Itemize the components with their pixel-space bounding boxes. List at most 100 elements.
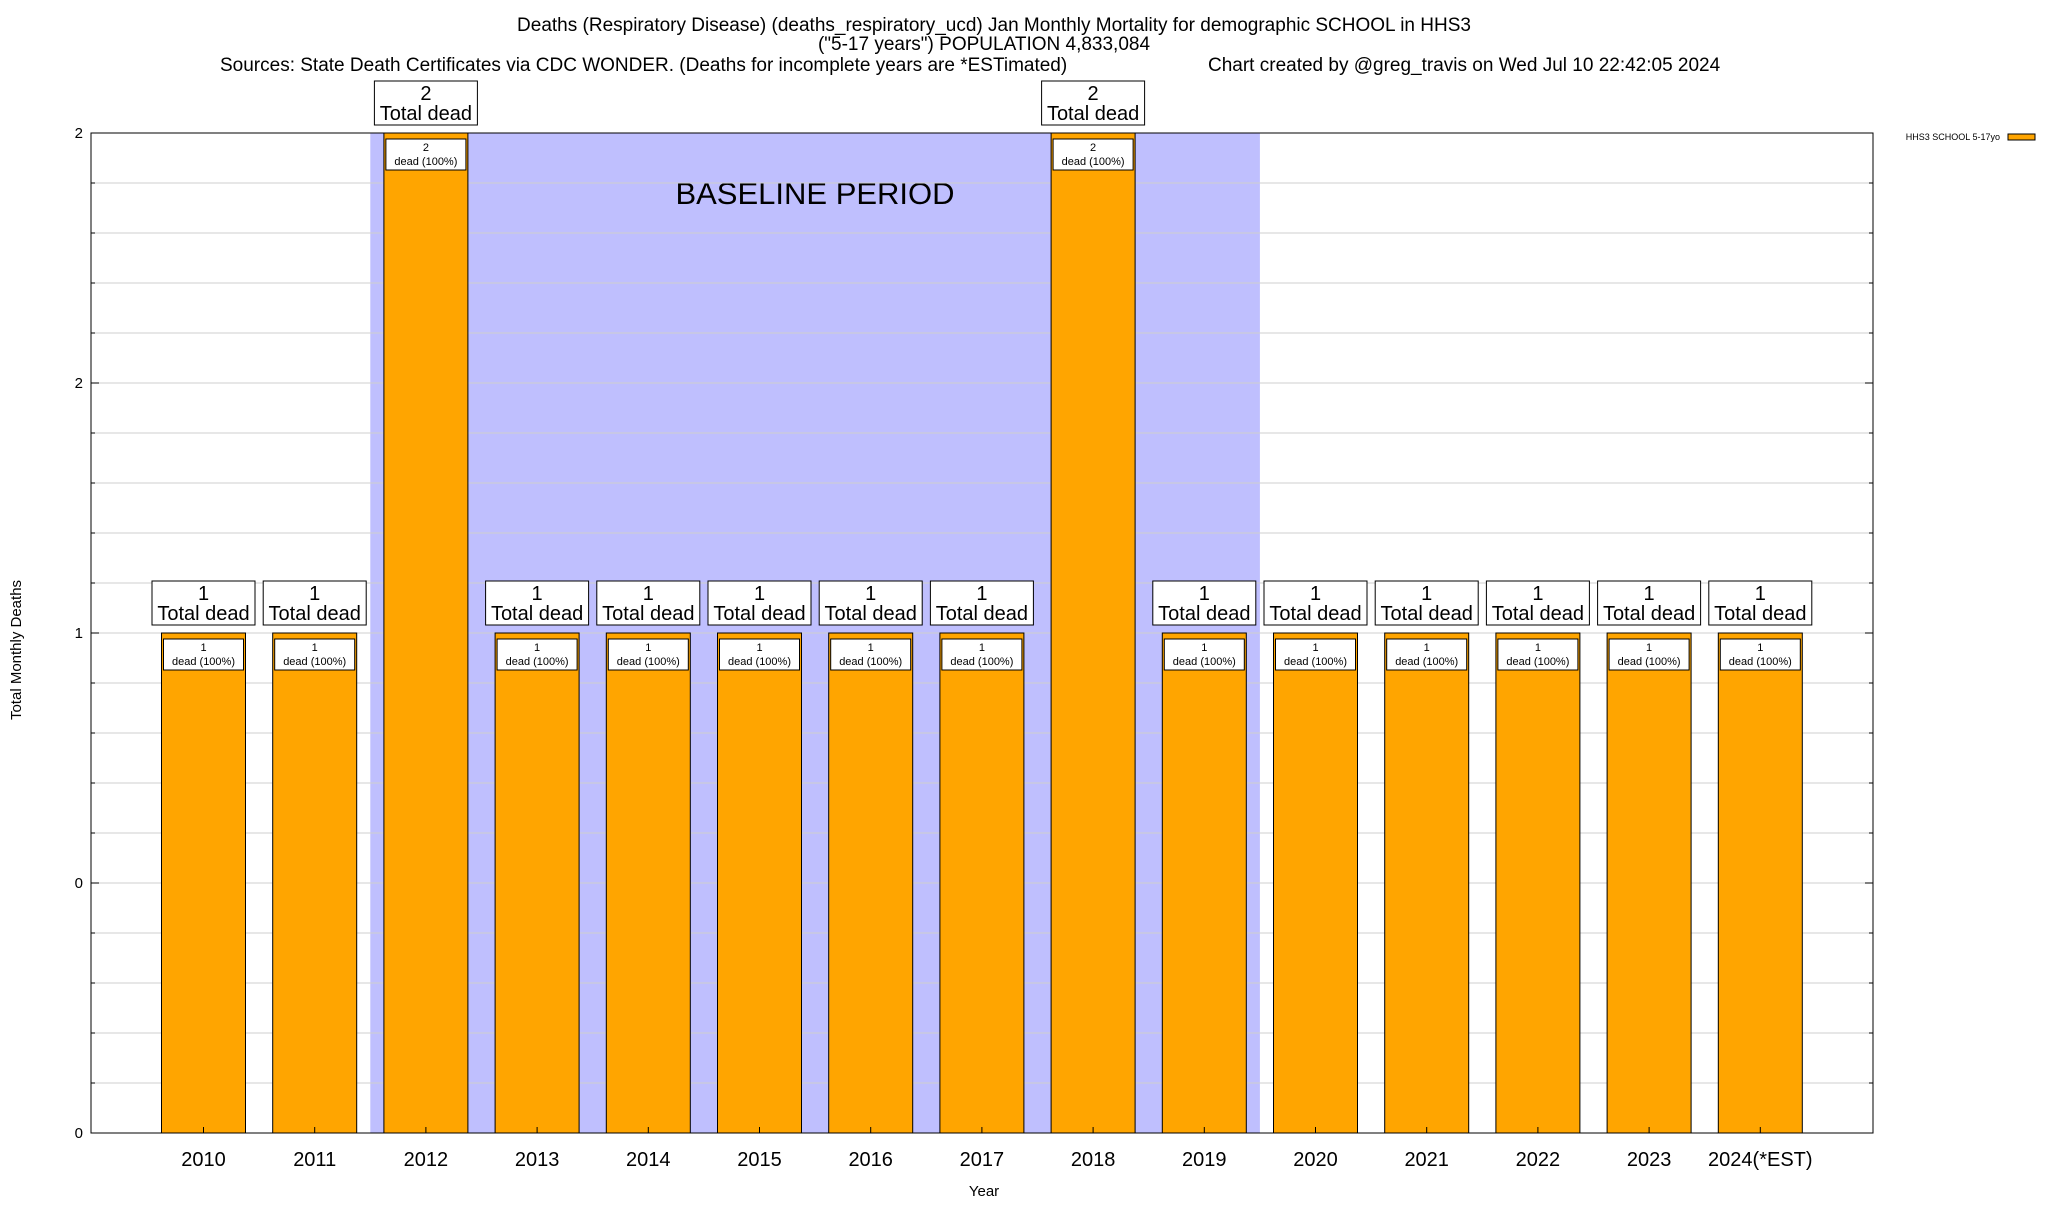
total-label-box	[1152, 580, 1257, 626]
total-label-value: 1	[1532, 583, 1543, 605]
total-label-text: Total dead	[1381, 603, 1473, 625]
x-tick-label: 2010	[181, 1149, 226, 1171]
total-label-text: Total dead	[380, 103, 472, 125]
legend: HHS3 SCHOOL 5-17yo	[1906, 132, 2036, 142]
total-label-value: 1	[1310, 583, 1321, 605]
total-label-box	[1041, 80, 1146, 126]
inner-label-box	[1052, 138, 1134, 171]
total-label-text: Total dead	[1047, 103, 1139, 125]
y-tick-label: 0	[75, 1125, 83, 1142]
total-label-box	[1374, 580, 1479, 626]
x-tick-label: 2024(*EST)	[1708, 1149, 1813, 1171]
y-tick-label: 2	[75, 375, 83, 392]
total-label-text: Total dead	[491, 603, 583, 625]
x-axis-label: Year	[969, 1183, 999, 1200]
inner-label-value: 1	[1312, 642, 1318, 654]
x-tick-label: 2015	[737, 1149, 782, 1171]
baseline-label: BASELINE PERIOD	[675, 176, 954, 211]
x-tick-label: 2020	[1293, 1149, 1338, 1171]
inner-label-box	[1275, 638, 1356, 671]
total-label-value: 2	[420, 83, 431, 105]
bar	[1717, 632, 1803, 1134]
x-tick-label: 2016	[848, 1149, 893, 1171]
bar	[272, 632, 358, 1134]
total-label-value: 1	[309, 583, 320, 605]
y-tick-label: 1	[75, 625, 83, 642]
bar	[828, 632, 914, 1134]
bar	[1606, 632, 1692, 1134]
bars	[161, 132, 1803, 1134]
inner-label-text: dead (100%)	[1284, 656, 1347, 668]
inner-label-value: 2	[423, 142, 429, 154]
inner-label-box	[1163, 638, 1245, 671]
inner-label-box	[941, 638, 1023, 671]
axis-ticks: 0 0 1 2 2 2010 2011 2012 2013 2014 2015 2016 2017 201…	[75, 125, 1873, 1171]
inner-label-box	[1608, 638, 1690, 671]
total-label-box	[485, 580, 590, 626]
x-tick-label: 2023	[1627, 1149, 1672, 1171]
total-label-text: Total dead	[1603, 603, 1695, 625]
bar	[1273, 632, 1358, 1134]
inner-label-box	[1386, 638, 1468, 671]
total-label-text: Total dead	[1158, 603, 1250, 625]
total-label-text: Total dead	[157, 603, 249, 625]
x-tick-label: 2022	[1516, 1149, 1561, 1171]
total-label-value: 1	[754, 583, 765, 605]
inner-label-value: 1	[1201, 642, 1207, 654]
total-label-value: 1	[865, 583, 876, 605]
chart-title: Deaths (Respiratory Disease) (deaths_res…	[517, 15, 1471, 36]
inner-label-value: 1	[1535, 642, 1541, 654]
total-label-value: 1	[1644, 583, 1655, 605]
total-label-text: Total dead	[269, 603, 361, 625]
total-label-box	[262, 580, 367, 626]
inner-label-box	[719, 638, 800, 671]
inner-label-box	[1719, 638, 1801, 671]
inner-label-text: dead (100%)	[394, 156, 457, 168]
inner-label-text: dead (100%)	[950, 656, 1013, 668]
x-tick-label: 2017	[960, 1149, 1005, 1171]
x-tick-label: 2012	[404, 1149, 449, 1171]
total-label-value: 1	[198, 583, 209, 605]
total-label-value: 1	[976, 583, 987, 605]
x-tick-label: 2013	[515, 1149, 560, 1171]
total-label-box	[707, 580, 812, 626]
total-label-box	[1708, 580, 1813, 626]
x-tick-label: 2014	[626, 1149, 671, 1171]
inner-label-box	[1497, 638, 1579, 671]
inner-label-box	[385, 138, 467, 171]
total-label-box	[818, 580, 923, 626]
inner-label-value: 1	[868, 642, 874, 654]
total-label-box	[151, 580, 256, 626]
total-label-box	[373, 80, 478, 126]
bar	[161, 632, 246, 1134]
total-label-value: 1	[1199, 583, 1210, 605]
bar	[1384, 632, 1470, 1134]
inner-label-value: 1	[756, 642, 762, 654]
inner-label-text: dead (100%)	[172, 656, 235, 668]
inner-label-value: 1	[534, 642, 540, 654]
inner-label-value: 1	[979, 642, 985, 654]
total-label-value: 1	[532, 583, 543, 605]
inner-label-text: dead (100%)	[728, 656, 791, 668]
total-label-text: Total dead	[602, 603, 694, 625]
x-tick-label: 2011	[293, 1149, 336, 1171]
total-label-box	[596, 580, 701, 626]
inner-label-value: 1	[1424, 642, 1430, 654]
total-label-text: Total dead	[1269, 603, 1361, 625]
inner-label-value: 1	[200, 642, 206, 654]
total-label-text: Total dead	[713, 603, 805, 625]
y-tick-label: 2	[75, 125, 83, 142]
total-label-value: 1	[643, 583, 654, 605]
inner-label-value: 1	[1757, 642, 1763, 654]
inner-label-box	[830, 638, 912, 671]
total-label-box	[1597, 580, 1702, 626]
legend-label: HHS3 SCHOOL 5-17yo	[1906, 132, 2000, 142]
inner-label-text: dead (100%)	[1506, 656, 1569, 668]
inner-label-text: dead (100%)	[283, 656, 346, 668]
total-label-value: 1	[1755, 583, 1766, 605]
total-label-box	[929, 580, 1034, 626]
inner-label-text: dead (100%)	[1395, 656, 1458, 668]
total-label-value: 2	[1088, 83, 1099, 105]
bar	[717, 632, 802, 1134]
